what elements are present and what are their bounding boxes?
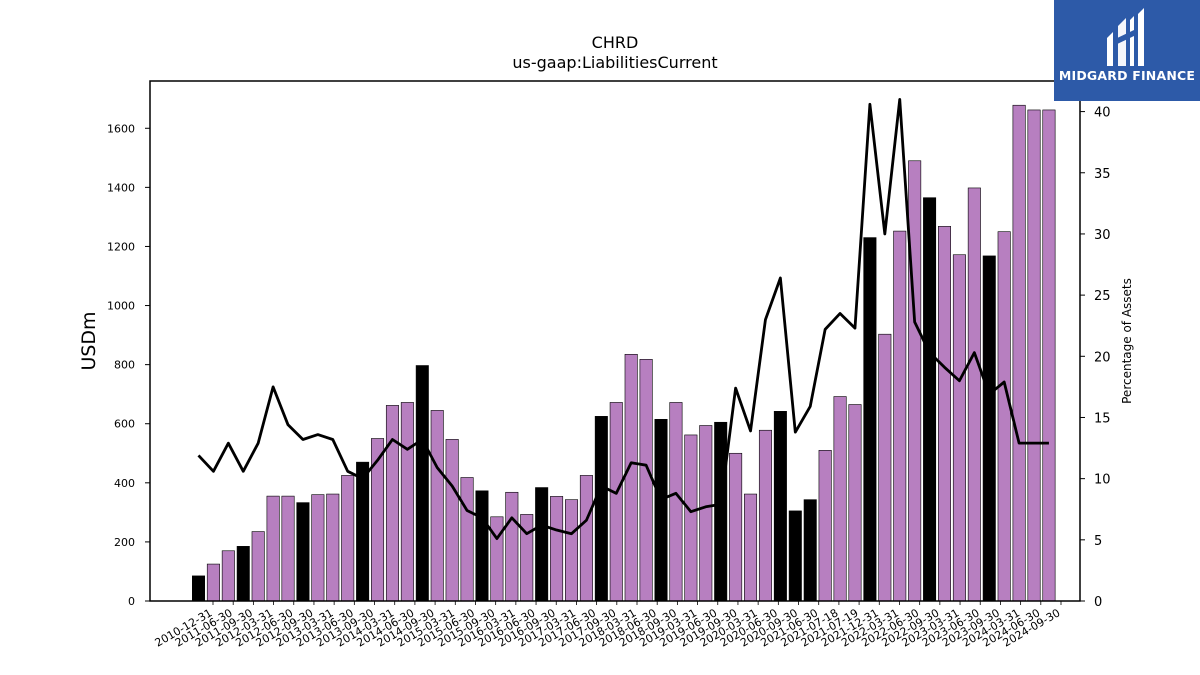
bar-2017-06-30 xyxy=(579,475,593,602)
y-tick-label: 1600 xyxy=(107,122,135,135)
y2-tick-label: 5 xyxy=(1094,534,1102,549)
bar-2024-06-30 xyxy=(982,255,996,602)
bar-2023-06-30 xyxy=(923,197,937,602)
y2-axis: 0 5 10 15 20 25 30 35 40 xyxy=(1080,106,1111,610)
bar-2020-12-31 xyxy=(788,510,802,602)
brand-logo: MIDGARD FINANCE xyxy=(1054,0,1200,101)
y2-tick-label: 35 xyxy=(1094,167,1111,182)
y-tick-label: 1000 xyxy=(107,300,135,313)
y-tick-label: 200 xyxy=(114,536,135,549)
y2-tick-label: 30 xyxy=(1094,228,1111,243)
bar-2012-03-31 xyxy=(266,495,280,602)
bar-2019-06-30 xyxy=(699,425,713,602)
y2-tick-label: 0 xyxy=(1094,595,1102,610)
y2-tick-label: 10 xyxy=(1094,473,1111,488)
bar-2018-06-30 xyxy=(639,359,653,602)
y-tick-label: 0 xyxy=(128,595,135,608)
y2-axis-label: Percentage of Assets xyxy=(1120,278,1134,404)
bar-2019-03-31 xyxy=(684,434,698,602)
bar-2017-03-31 xyxy=(564,499,578,602)
bar-2024-03-31 xyxy=(967,187,981,602)
bar-2020-06-30 xyxy=(758,429,772,602)
bar-2012-06-30 xyxy=(281,495,295,602)
bar-2019-09-30 xyxy=(714,421,728,602)
bar-2016-09-30 xyxy=(535,487,549,602)
bar-2018-12-31 xyxy=(669,402,683,602)
y-tick-label: 1200 xyxy=(107,240,135,253)
bar-2012-09-30 xyxy=(296,502,310,602)
bar-2023-03-31 xyxy=(908,160,922,602)
bar-2015-09-30 xyxy=(475,490,489,602)
bar-2011-03-31 xyxy=(206,563,220,602)
bar-2015-12-31 xyxy=(490,516,504,602)
bar-2011-09-30 xyxy=(236,546,250,602)
bar-2012-12-31 xyxy=(311,494,325,602)
bar-2013-06-30 xyxy=(341,475,355,602)
bar-2014-06-30 xyxy=(400,402,414,602)
y-axis-label: USDm xyxy=(78,311,100,370)
plot-frame xyxy=(149,80,1081,602)
bar-2021-07-19 xyxy=(818,450,832,602)
bar-2022-03-31 xyxy=(848,404,862,602)
y2-tick-label: 25 xyxy=(1094,289,1111,304)
bar-2021-12-31 xyxy=(833,396,847,602)
series-line-pct-of-assets xyxy=(197,97,1049,540)
bar-2022-06-30 xyxy=(863,237,877,602)
bar-2015-06-30 xyxy=(460,477,474,602)
bar-2022-12-31 xyxy=(893,230,907,602)
bar-2020-09-30 xyxy=(773,411,787,602)
y2-tick-label: 20 xyxy=(1094,350,1111,365)
brand-logo-text: MIDGARD FINANCE xyxy=(1058,68,1196,83)
bar-2025-03-31 xyxy=(1027,109,1041,602)
bar-2018-09-30 xyxy=(654,418,668,602)
chart-title: CHRD xyxy=(592,33,639,52)
chart-subtitle: us-gaap:LiabilitiesCurrent xyxy=(512,53,717,72)
bar-2014-09-30 xyxy=(415,365,429,602)
y-axis: 0 200 400 600 800 1000 1200 1400 1600 xyxy=(107,122,150,608)
bars-layer xyxy=(192,104,1056,602)
line-layer xyxy=(197,97,1049,540)
bar-2014-12-31 xyxy=(430,410,444,602)
bar-2015-03-31 xyxy=(445,439,459,602)
y-tick-label: 800 xyxy=(114,359,135,372)
bar-2017-12-31 xyxy=(609,402,623,602)
bar-2013-09-30 xyxy=(356,461,370,602)
y2-tick-label: 15 xyxy=(1094,411,1111,426)
bar-2024-09-30 xyxy=(997,231,1011,602)
bar-2013-03-31 xyxy=(326,493,340,602)
midgard-logo-icon xyxy=(1107,8,1144,66)
bar-2011-06-30 xyxy=(221,550,235,602)
bar-2010-12-31 xyxy=(192,575,206,602)
y-tick-label: 600 xyxy=(114,418,135,431)
bar-2011-12-31 xyxy=(251,531,265,602)
bar-2021-06-30 xyxy=(803,499,817,602)
x-axis: 2010-12-312011-06-302011-09-302012-03-31… xyxy=(153,601,1063,650)
bar-2023-12-31 xyxy=(952,254,966,602)
bar-2016-03-31 xyxy=(505,491,519,602)
y2-tick-label: 40 xyxy=(1094,106,1111,121)
bar-2016-12-31 xyxy=(550,496,564,602)
bar-2020-03-31 xyxy=(744,493,758,602)
bar-2023-09-30 xyxy=(937,226,951,602)
y-tick-label: 1400 xyxy=(107,181,135,194)
bar-2017-09-30 xyxy=(594,416,608,602)
bar-2014-03-31 xyxy=(385,405,399,602)
bar-2025-06-30 xyxy=(1042,109,1056,602)
bar-2013-12-31 xyxy=(371,438,385,602)
bar-2024-12-31 xyxy=(1012,104,1026,602)
bar-2019-12-31 xyxy=(729,452,743,602)
bar-2022-09-30 xyxy=(878,333,892,602)
y-tick-label: 400 xyxy=(114,477,135,490)
bar-2018-03-31 xyxy=(624,353,638,602)
